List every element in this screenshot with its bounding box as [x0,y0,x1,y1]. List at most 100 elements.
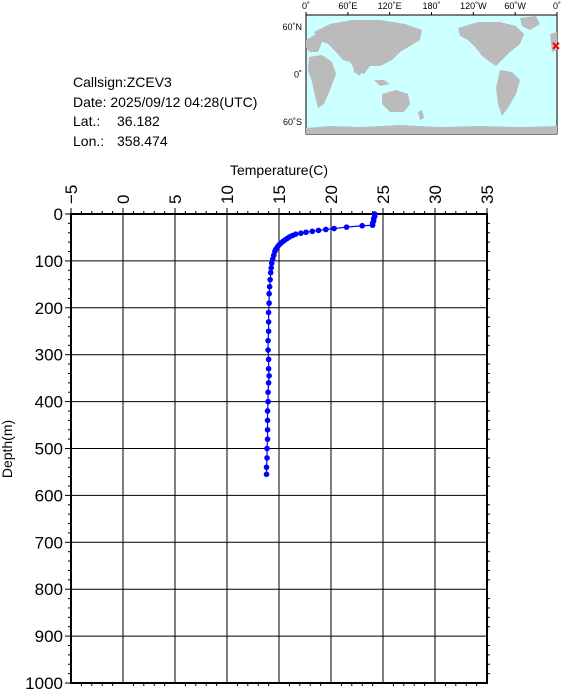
map-lat-label: 0˚ [294,70,302,80]
y-tick-label: 200 [35,299,63,318]
data-point [267,276,273,283]
map-land [306,16,557,134]
lat-value: 36.182 [117,113,160,129]
callsign-text: Callsign:ZCEV3 [73,74,172,90]
station-info: Callsign:ZCEV3 Date: 2025/09/12 04:28(UT… [73,74,257,149]
data-point [265,389,271,396]
data-point [265,365,272,372]
data-point [264,408,271,414]
map-lon-label: 0˚ [302,1,310,11]
profile-chart: Temperature(C) Depth(m) −5 0 5 10 15 20 25 30 35… [0,162,497,690]
y-tick-label: 900 [35,627,63,646]
data-point [264,445,270,452]
land-greenland [520,16,540,30]
date-text: Date: 2025/09/12 04:28(UTC) [73,94,257,110]
data-point [266,300,272,306]
data-point [265,319,272,325]
map-lon-label: 60˚W [504,1,526,11]
x-tick-label: 25 [374,185,393,204]
data-point [298,230,304,237]
data-point [269,256,276,262]
data-point [264,436,271,442]
y-tick-label: 600 [35,486,63,505]
data-point [343,224,350,230]
map-left-tick-labels: 60˚N 0˚ 60˚S [282,22,302,127]
map-lon-label: 180˚ [422,1,440,11]
world-map: 0˚ 60˚E 120˚E 180˚ 120˚W 60˚W 0˚ 60˚N 0˚ 60˚S [282,1,561,135]
land-antarctica [306,125,557,134]
y-tick-label: 800 [35,580,63,599]
data-point [266,290,272,297]
x-tick-label: −5 [62,185,81,204]
land-north-america [458,22,524,66]
y-tick-label: 400 [35,393,63,412]
y-tick-labels: 0 100 200 300 400 500 600 700 800 900 1000 [25,205,63,690]
land-japan [394,44,400,56]
data-point [315,227,322,234]
x-tick-label: 0 [114,195,133,204]
data-point [264,417,271,424]
land-indonesia [374,80,390,86]
map-lat-label: 60˚S [283,117,302,127]
x-tick-label: 5 [166,195,185,204]
x-tick-label: 15 [270,185,289,204]
y-tick-label: 300 [35,346,63,365]
map-lat-label: 60˚N [282,22,302,32]
x-tick-label: 10 [218,185,237,204]
station-marker [552,42,560,50]
data-point [264,426,271,433]
data-point [268,260,275,267]
data-point [268,265,275,271]
data-point [267,269,274,276]
y-tick-label: 0 [54,205,63,224]
data-point [323,226,329,233]
y-tick-label: 500 [35,440,63,459]
map-lon-label: 60˚E [338,1,357,11]
data-point [359,222,366,229]
data-point [369,222,376,229]
data-point [265,309,272,316]
land-new-zealand [418,110,424,120]
data-point [331,225,337,232]
data-point [265,356,272,363]
data-point [263,471,270,478]
data-point [266,373,272,379]
land-india [352,60,364,76]
data-point [303,229,309,236]
axis-ticks [65,208,490,686]
temperature-profile-line [265,214,376,475]
data-point [265,337,271,344]
y-tick-label: 100 [35,252,63,271]
x-axis-title: Temperature(C) [230,162,328,178]
land-australia [382,90,410,112]
data-point [265,380,272,386]
x-tick-label: 30 [426,185,445,204]
data-point [266,283,273,290]
data-point [264,455,270,461]
data-point [265,347,271,353]
data-point [263,464,270,471]
map-top-tick-labels: 0˚ 60˚E 120˚E 180˚ 120˚W 60˚W 0˚ [302,1,561,15]
y-tick-label: 700 [35,533,63,552]
map-lon-label: 0˚ [553,1,561,11]
y-axis-title: Depth(m) [0,420,15,478]
map-lon-label: 120˚W [460,1,487,11]
grid [70,213,488,684]
x-tick-labels: −5 0 5 10 15 20 25 30 35 [62,185,497,204]
lon-label: Lon.: [73,133,104,149]
data-point [309,228,316,235]
map-lon-label: 120˚E [378,1,402,11]
land-south-america [496,70,520,116]
land-eurasia [314,20,422,74]
series-layer [263,211,378,478]
data-point [265,328,272,335]
lat-label: Lat.: [73,113,100,129]
y-tick-label: 1000 [25,674,63,690]
x-tick-label: 35 [478,185,497,204]
x-tick-label: 20 [322,185,341,204]
marker-stroke-b [552,42,560,50]
lon-value: 358.474 [117,133,168,149]
data-point [265,398,271,405]
land-africa [308,55,336,108]
